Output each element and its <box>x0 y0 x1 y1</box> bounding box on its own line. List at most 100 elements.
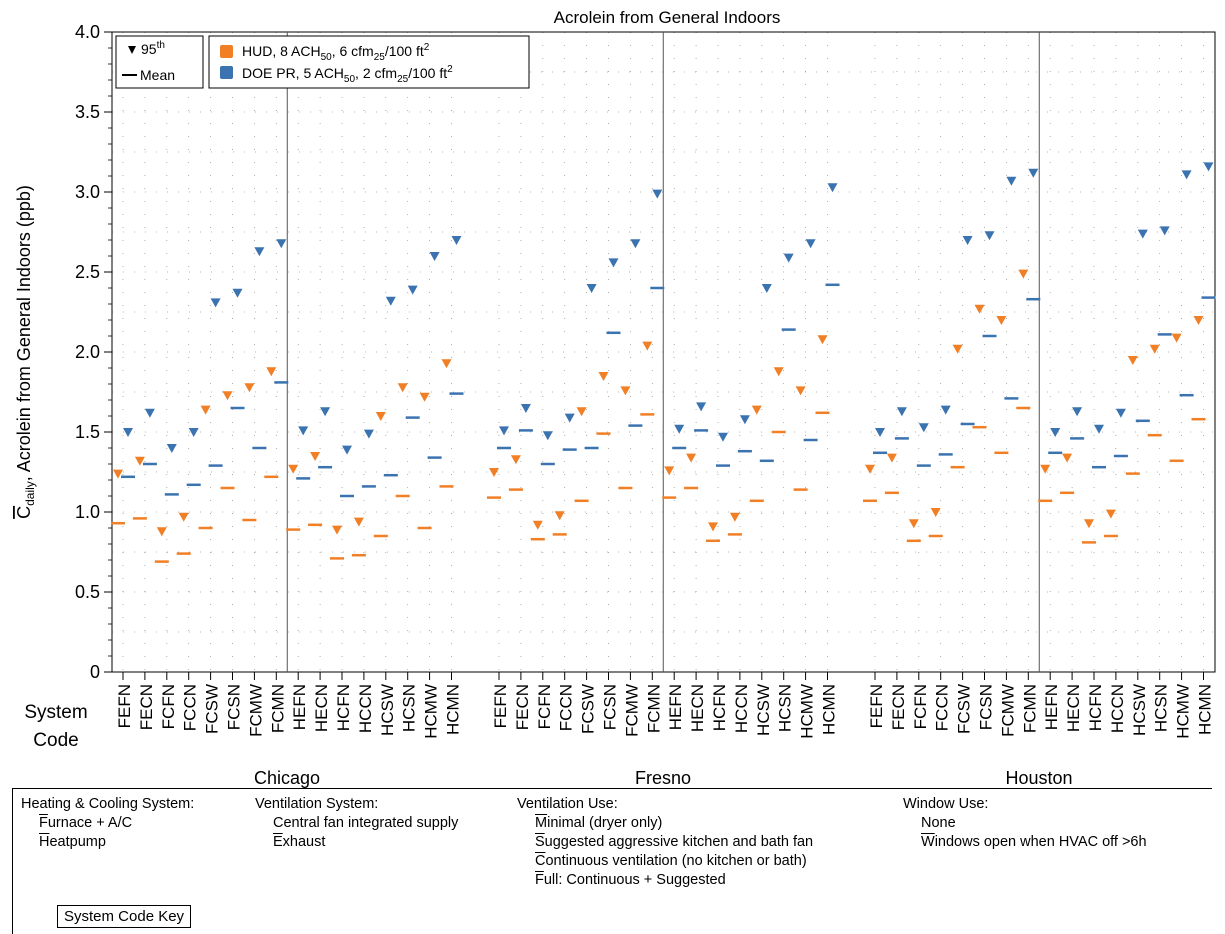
key-heating-column: Heating & Cooling System: Furnace + A/C … <box>21 795 194 852</box>
key-use-item: Minimal (dryer only) <box>535 815 663 831</box>
p95-marker <box>499 426 509 436</box>
x-tick-label: FCSN <box>601 684 620 730</box>
system-code-key-label: System Code Key <box>57 905 192 928</box>
p95-marker <box>1040 464 1051 474</box>
p95-marker <box>642 341 653 351</box>
x-tick-label: HCSN <box>776 684 795 732</box>
p95-marker <box>332 525 342 535</box>
key-window-column: Window Use: None Windows open when HVAC … <box>903 795 1147 852</box>
p95-marker <box>718 432 728 442</box>
p95-marker <box>1203 162 1214 172</box>
legend-doe-swatch-icon <box>220 66 233 79</box>
x-tick-label: FCFN <box>911 684 930 729</box>
x-tick-label: HEFN <box>1042 684 1061 730</box>
legend-triangle-icon <box>128 46 136 54</box>
p95-marker <box>564 413 575 423</box>
data-marks <box>111 162 1216 563</box>
p95-marker <box>310 452 321 461</box>
x-tick-label: HCMW <box>422 684 441 739</box>
key-heating-item: Furnace + A/C <box>39 815 133 831</box>
p95-marker <box>739 415 750 425</box>
p95-marker <box>865 464 875 474</box>
key-window-title: Window Use: <box>903 796 989 812</box>
key-use-item: Suggested aggressive kitchen and bath fa… <box>535 834 814 850</box>
key-use-column: Ventilation Use: Minimal (dryer only) Su… <box>517 795 813 890</box>
p95-marker <box>875 428 885 437</box>
chart-canvas: Acrolein from General Indoors 0 0.5 1.0 1.5… <box>14 8 1216 788</box>
p95-marker <box>200 405 211 415</box>
x-tick-label: HCSN <box>400 684 419 732</box>
p95-marker <box>751 405 762 415</box>
x-tick-label: HECN <box>1064 684 1083 732</box>
x-tick-label: FCMW <box>622 684 641 737</box>
p95-marker <box>244 383 255 393</box>
group-label-fresno: Fresno <box>635 768 691 788</box>
x-tick-label: HCMN <box>1196 684 1215 735</box>
p95-marker <box>419 392 430 402</box>
p95-marker <box>783 253 794 263</box>
x-tick-label: FCCN <box>933 684 952 731</box>
p95-marker <box>1028 168 1039 178</box>
p95-marker <box>1149 344 1160 354</box>
x-tick-label: HCMN <box>820 684 839 735</box>
y-tick-label: 2.5 <box>75 262 100 282</box>
system-code-key: Heating & Cooling System: Furnace + A/C … <box>12 788 1212 934</box>
p95-marker <box>407 285 418 295</box>
x-tick-label: FCMW <box>246 684 265 737</box>
p95-marker <box>1127 356 1138 365</box>
p95-marker <box>1006 176 1017 186</box>
x-tick-label: HEFN <box>666 684 685 730</box>
x-tick-label: FECN <box>513 684 532 730</box>
p95-marker <box>984 231 995 241</box>
group-label-houston: Houston <box>1005 768 1072 788</box>
x-tick-label: HCMN <box>444 684 463 735</box>
p95-marker <box>210 298 221 308</box>
p95-marker <box>652 189 663 199</box>
key-use-title: Ventilation Use: <box>517 796 618 812</box>
p95-marker <box>773 367 784 377</box>
x-tick-label: FEFN <box>491 684 510 728</box>
x-tick-label: FCMN <box>1020 684 1039 733</box>
p95-marker <box>441 359 452 369</box>
p95-marker <box>1159 226 1170 236</box>
chart-title: Acrolein from General Indoors <box>554 8 781 27</box>
x-tick-label: HCSW <box>754 684 773 736</box>
p95-marker <box>188 428 199 437</box>
x-tick-label: FCMN <box>644 684 663 733</box>
p95-marker <box>166 444 177 453</box>
x-tick-label: FECN <box>137 684 156 730</box>
p95-marker <box>353 517 364 527</box>
p95-marker <box>586 284 597 293</box>
p95-marker <box>489 468 499 477</box>
y-axis-label: Cdaily, Acrolein from General Indoors (p… <box>14 185 37 519</box>
p95-marker <box>232 288 243 298</box>
key-heating-item: Heatpump <box>39 834 106 850</box>
p95-marker <box>598 372 609 381</box>
p95-marker <box>974 304 985 314</box>
y-tick-label: 0 <box>90 662 100 682</box>
legend-mean-label: Mean <box>140 67 175 83</box>
y-tick-label: 1.5 <box>75 422 100 442</box>
key-window-item: None <box>921 815 956 831</box>
p95-marker <box>266 367 277 377</box>
p95-marker <box>930 508 941 517</box>
p95-marker <box>1094 424 1104 434</box>
y-axis-label-sub: daily <box>23 481 37 506</box>
x-tick-label: FCFN <box>159 684 178 729</box>
key-use-item: Full: Continuous + Suggested <box>535 872 726 888</box>
y-tick-label: 2.0 <box>75 342 100 362</box>
p95-marker <box>761 284 772 293</box>
y-tick-label: 3.5 <box>75 102 100 122</box>
key-heating-title: Heating & Cooling System: <box>21 796 195 812</box>
y-tick-label: 3.0 <box>75 182 100 202</box>
p95-marker <box>254 247 265 257</box>
p95-marker <box>288 464 299 474</box>
key-ventilation-item: Exhaust <box>273 834 326 850</box>
p95-marker <box>962 236 973 245</box>
key-use-item: Continuous ventilation (no kitchen or ba… <box>535 853 807 869</box>
group-label-chicago: Chicago <box>254 768 320 788</box>
p95-marker <box>1062 453 1073 463</box>
x-tick-label: FCSN <box>225 684 244 730</box>
marker-legend: 95th Mean <box>115 35 204 89</box>
x-tick-label: HECN <box>688 684 707 732</box>
